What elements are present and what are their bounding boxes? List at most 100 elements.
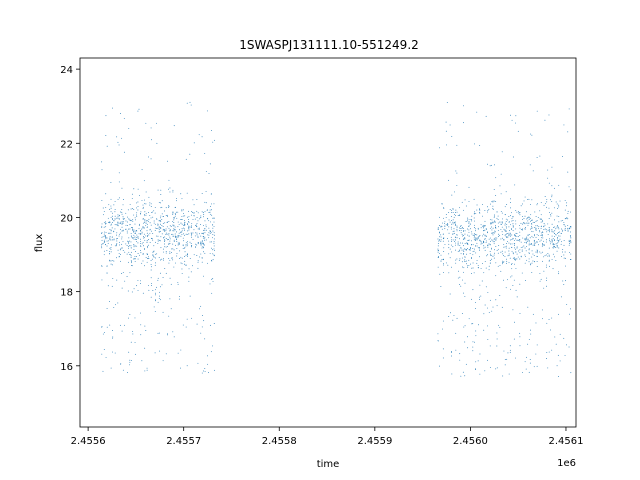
data-point: [564, 218, 566, 220]
data-point: [181, 268, 183, 270]
data-point: [151, 285, 152, 286]
data-point: [521, 272, 523, 274]
data-point: [437, 266, 439, 268]
data-point: [459, 250, 460, 252]
data-point: [439, 231, 440, 233]
data-point: [547, 253, 549, 255]
data-point: [174, 226, 176, 228]
data-point: [531, 256, 533, 258]
data-point: [527, 239, 529, 241]
data-point: [140, 240, 142, 242]
data-point: [439, 236, 441, 238]
data-point: [564, 251, 566, 253]
data-point: [473, 233, 475, 235]
data-point: [202, 232, 204, 234]
data-point: [535, 353, 537, 355]
data-point: [125, 224, 127, 226]
data-point: [489, 227, 491, 229]
data-point: [492, 306, 494, 308]
data-point: [468, 229, 470, 231]
data-point: [151, 211, 153, 213]
data-point: [551, 166, 553, 168]
data-point: [157, 228, 159, 229]
data-point: [501, 231, 503, 233]
data-point: [527, 234, 529, 236]
data-point: [484, 246, 486, 248]
data-point: [546, 322, 548, 324]
data-point: [500, 270, 502, 272]
data-point: [463, 238, 464, 240]
data-point: [533, 239, 535, 241]
data-point: [545, 229, 547, 231]
data-point: [532, 237, 534, 238]
data-point: [510, 232, 511, 234]
data-point: [490, 223, 491, 225]
data-point: [176, 211, 177, 213]
data-point: [515, 251, 517, 253]
data-point: [450, 216, 452, 218]
data-point: [487, 231, 488, 233]
data-point: [169, 252, 171, 254]
data-point: [501, 222, 503, 224]
data-point: [106, 265, 108, 267]
data-point: [504, 222, 506, 224]
data-point: [176, 236, 177, 238]
data-point: [190, 227, 192, 229]
data-point: [187, 216, 189, 218]
data-point: [158, 227, 160, 229]
x-axis-offset-label: 1e6: [557, 458, 576, 469]
data-point: [570, 189, 572, 191]
data-point: [563, 221, 565, 223]
data-point: [511, 228, 513, 230]
data-point: [209, 163, 211, 165]
data-point: [569, 251, 570, 253]
data-point: [134, 233, 136, 234]
data-point: [519, 238, 521, 240]
data-point: [110, 182, 112, 183]
data-point: [144, 370, 146, 372]
data-point: [478, 324, 480, 326]
data-point: [529, 237, 531, 239]
data-point: [547, 169, 549, 171]
data-point: [473, 248, 475, 250]
data-point: [517, 239, 519, 241]
data-point: [103, 226, 105, 228]
data-point: [540, 252, 542, 254]
data-point: [519, 214, 521, 216]
data-point: [150, 230, 152, 232]
data-point: [457, 241, 459, 243]
data-point: [472, 323, 474, 325]
y-axis-label: flux: [34, 234, 45, 253]
data-point: [507, 233, 509, 235]
data-point: [181, 273, 183, 275]
data-point: [519, 235, 521, 236]
data-point: [160, 299, 161, 301]
data-point: [150, 217, 152, 219]
data-point: [130, 245, 132, 247]
data-point: [515, 357, 517, 359]
data-point: [161, 233, 163, 235]
data-point: [134, 223, 136, 225]
data-point: [545, 203, 546, 205]
data-point: [103, 222, 105, 224]
data-point: [487, 338, 489, 340]
data-point: [489, 165, 491, 167]
data-point: [186, 102, 188, 104]
data-point: [106, 240, 108, 242]
data-point: [182, 215, 184, 217]
data-point: [189, 295, 191, 297]
data-point: [114, 304, 116, 306]
data-point: [558, 221, 560, 223]
data-point: [562, 229, 564, 231]
data-point: [169, 259, 171, 261]
data-point: [548, 231, 550, 233]
data-point: [102, 214, 104, 216]
data-point: [525, 211, 527, 213]
data-point: [119, 221, 121, 223]
data-point: [557, 242, 558, 244]
data-point: [112, 218, 114, 220]
data-point: [552, 268, 554, 270]
data-point: [208, 212, 210, 213]
data-point: [141, 169, 143, 171]
data-point: [548, 240, 550, 242]
